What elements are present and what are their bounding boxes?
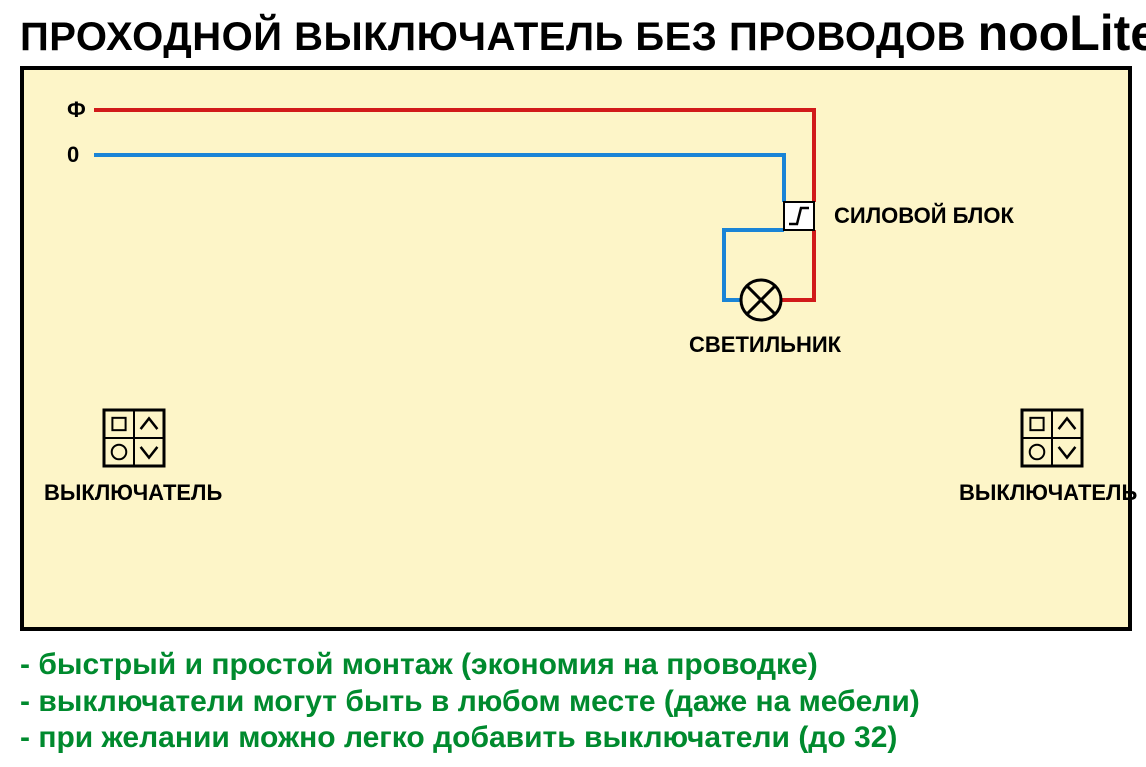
switch-right-label: ВЫКЛЮЧАТЕЛЬ (959, 480, 1137, 506)
lamp-label: СВЕТИЛЬНИК (689, 332, 841, 358)
wiring-diagram-svg (24, 70, 1136, 635)
page-title-row: ПРОХОДНОЙ ВЫКЛЮЧАТЕЛЬ БЕЗ ПРОВОДОВ nooLi… (20, 4, 1146, 62)
page-title: ПРОХОДНОЙ ВЫКЛЮЧАТЕЛЬ БЕЗ ПРОВОДОВ (20, 15, 978, 59)
benefit-item: - выключатели могут быть в любом месте (… (20, 684, 920, 721)
switch-left-label: ВЫКЛЮЧАТЕЛЬ (44, 480, 222, 506)
switch-left-icon (104, 410, 164, 466)
switch-right-icon (1022, 410, 1082, 466)
neutral-label: 0 (67, 142, 79, 168)
page: ПРОХОДНОЙ ВЫКЛЮЧАТЕЛЬ БЕЗ ПРОВОДОВ nooLi… (0, 0, 1146, 767)
benefit-item: - быстрый и простой монтаж (экономия на … (20, 647, 920, 684)
power-block-label: СИЛОВОЙ БЛОК (834, 203, 1014, 229)
brand-name: nooLite (978, 5, 1146, 61)
phase-label: Ф (67, 97, 86, 123)
benefits-list: - быстрый и простой монтаж (экономия на … (20, 647, 920, 757)
benefit-item: - при желании можно легко добавить выклю… (20, 720, 920, 757)
wiring-diagram: Ф 0 СИЛОВОЙ БЛОК СВЕТИЛЬНИК ВЫКЛЮЧАТЕЛЬ … (20, 66, 1132, 631)
